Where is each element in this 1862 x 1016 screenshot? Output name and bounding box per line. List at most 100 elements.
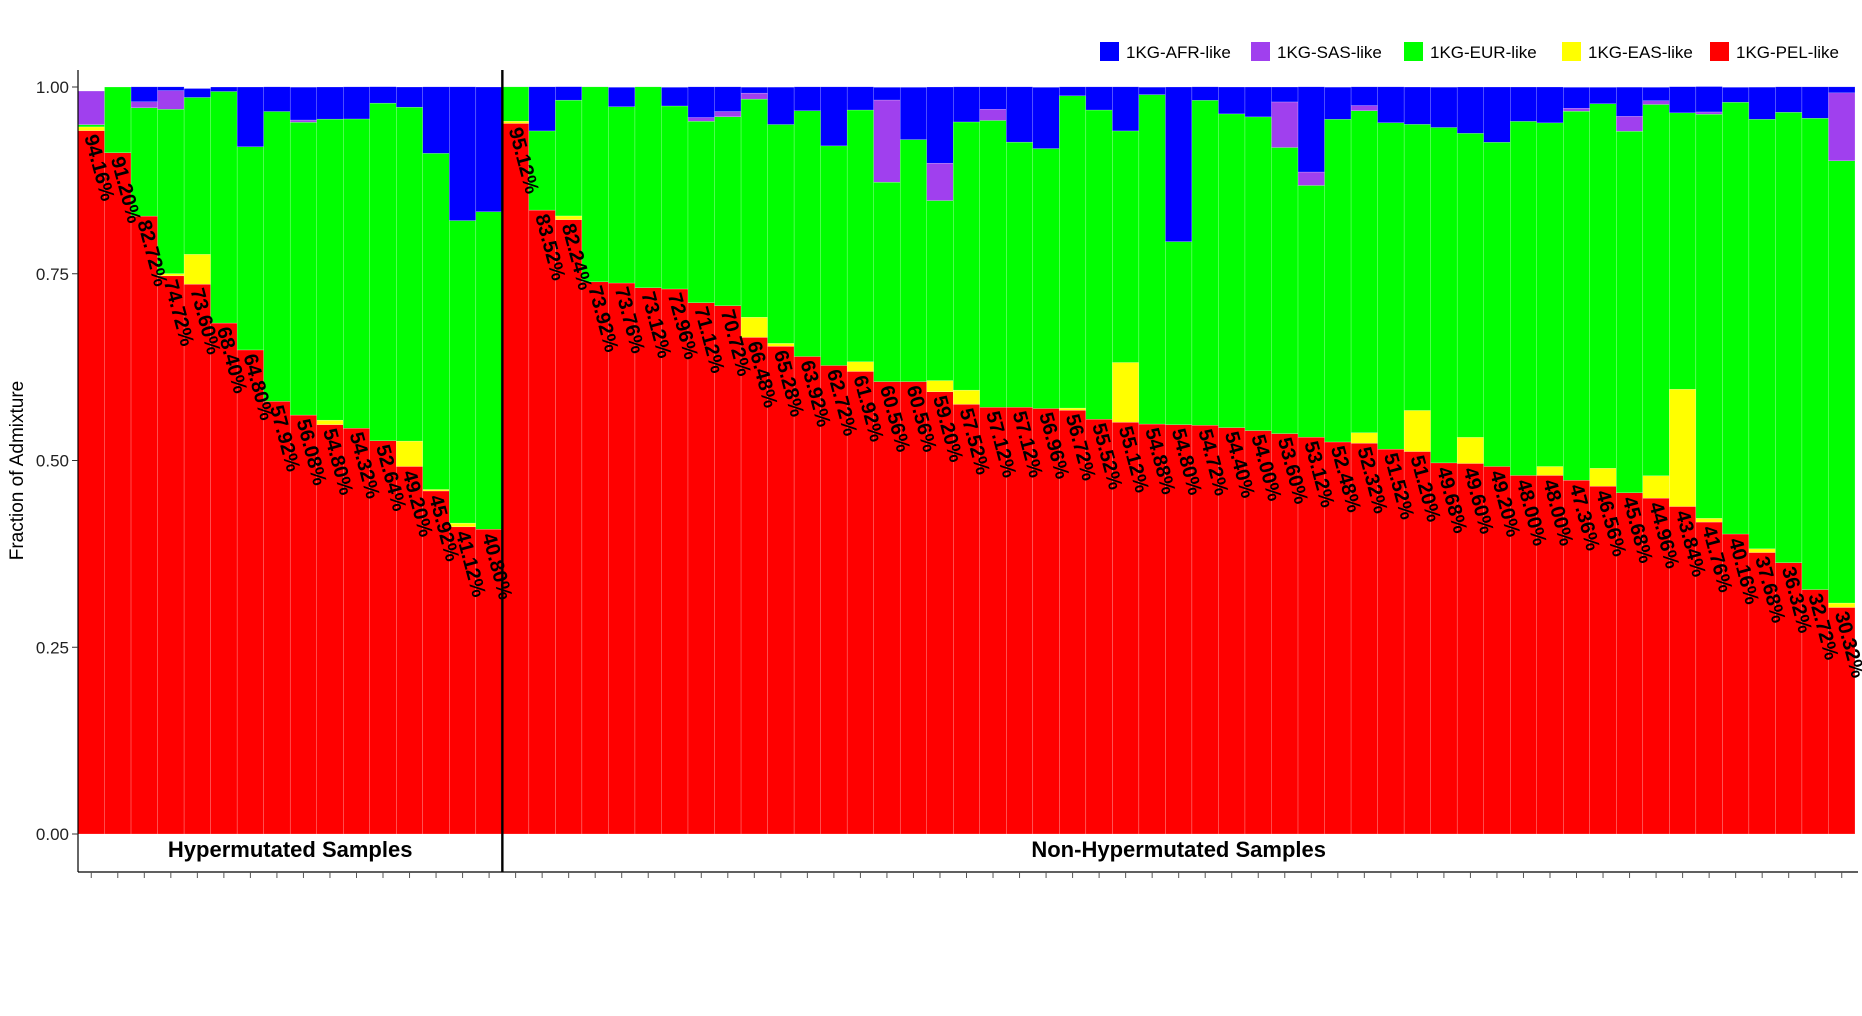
bar-segment-eur: [1006, 141, 1034, 408]
y-tick-label: 0.00: [36, 825, 69, 844]
bar-segment-afr: [1377, 86, 1405, 123]
bar-segment-afr: [289, 86, 317, 121]
bar-segment-afr: [1430, 86, 1458, 128]
bar-segment-pel: [1695, 521, 1723, 835]
bar-segment-sas: [1297, 171, 1325, 186]
bar-segment-pel: [1032, 408, 1060, 835]
bar-segment-pel: [608, 282, 636, 835]
bar-segment-pel: [1403, 451, 1431, 835]
bar-segment-sas: [740, 92, 768, 100]
bar-segment-eur: [1271, 147, 1299, 434]
bar-segment-eur: [316, 118, 344, 421]
bar-segment-pel: [1616, 492, 1644, 835]
bar-segment-pel: [1536, 475, 1564, 835]
bar-segment-eas: [1059, 407, 1087, 411]
bar-segment-afr: [1165, 86, 1193, 242]
bar-segment-eur: [343, 118, 370, 429]
bar-segment-pel: [1085, 419, 1113, 835]
bar-segment-pel: [289, 414, 317, 835]
bar-segment-afr: [555, 86, 583, 101]
bar-segment-afr: [926, 86, 954, 164]
group-label: Hypermutated Samples: [168, 837, 413, 862]
bar-segment-eas: [555, 215, 583, 220]
bar-segment-eas: [1669, 389, 1697, 507]
bar-segment-afr: [687, 86, 715, 118]
bar-segment-eas: [1748, 548, 1776, 553]
bar-segment-afr: [873, 87, 901, 101]
bar-segment-eur: [1350, 110, 1378, 433]
bar-segment-eur: [687, 121, 715, 303]
bar-segment-afr: [1775, 86, 1803, 113]
bar-segment-afr: [1138, 86, 1166, 95]
bar-segment-sas: [714, 111, 742, 117]
bar-segment-eur: [953, 121, 980, 391]
bar-segment-pel: [740, 337, 768, 835]
bar-segment-eur: [873, 181, 901, 382]
bar-segment-pel: [502, 123, 530, 835]
bar-segment-pel: [846, 371, 874, 835]
bar-segment-pel: [157, 275, 185, 835]
bar-segment-eas: [1828, 602, 1856, 608]
bar-segment-afr: [979, 86, 1007, 110]
bar-segment-afr: [767, 86, 795, 125]
bar-segment-eur: [475, 211, 503, 530]
bar-segment-afr: [1801, 86, 1829, 119]
bar-segment-sas: [979, 109, 1007, 121]
bar-segment-pel: [236, 349, 264, 835]
bar-segment-afr: [820, 86, 848, 147]
bar-segment-eur: [1059, 95, 1087, 409]
bar-segment-eur: [1324, 119, 1352, 443]
bar-segment-sas: [130, 101, 158, 108]
bar-segment-eur: [528, 130, 556, 211]
bar-segment-afr: [1244, 86, 1272, 118]
bar-segment-pel: [369, 440, 397, 835]
y-tick-label: 0.75: [36, 265, 69, 284]
bars-layer: [77, 86, 1856, 835]
bar-segment-afr: [157, 86, 185, 91]
bar-segment-pel: [873, 381, 901, 835]
bar-segment-eur: [1775, 112, 1803, 563]
bar-segment-eas: [422, 489, 450, 492]
bar-segment-pel: [979, 407, 1007, 835]
bar-segment-afr: [1722, 87, 1750, 103]
bar-segment-eur: [1032, 148, 1060, 409]
bar-segment-eur: [1165, 241, 1193, 425]
bar-segment-afr: [714, 86, 742, 112]
bar-segment-eur: [767, 124, 795, 344]
bar-segment-eur: [1828, 160, 1856, 604]
bar-segment-eas: [1112, 362, 1140, 423]
bar-segment-eur: [1695, 113, 1723, 519]
bar-segment-pel: [1775, 562, 1803, 835]
bar-segment-eur: [1456, 133, 1484, 438]
bar-segment-eur: [899, 139, 927, 382]
bar-segment-afr: [1695, 86, 1723, 113]
bar-segment-eur: [926, 200, 954, 381]
bar-segment-afr: [183, 88, 211, 98]
bar-segment-eur: [1722, 102, 1750, 535]
bar-segment-afr: [1350, 86, 1378, 106]
bar-segment-sas: [77, 90, 105, 125]
bar-segment-eur: [1563, 110, 1590, 481]
bar-segment-eur: [236, 146, 264, 351]
bar-segment-afr: [130, 86, 158, 102]
axes-layer: 0.00 0.25 0.50 0.75 1.00 Fraction of Admixtur…: [7, 70, 1858, 878]
bar-segment-afr: [343, 86, 370, 120]
bar-segment-pel: [581, 281, 609, 835]
legend-item: 1KG-AFR-like: [1100, 42, 1231, 62]
bar-segment-afr: [1006, 86, 1034, 143]
bar-segment-eur: [661, 105, 689, 290]
bar-segment-eur: [157, 109, 185, 274]
bar-segment-eur: [289, 122, 317, 416]
bar-segment-pel: [396, 466, 423, 835]
legend-label: 1KG-AFR-like: [1126, 43, 1231, 62]
legend-swatch: [1251, 42, 1270, 61]
bar-segment-afr: [1483, 86, 1511, 143]
bar-segment-eas: [502, 121, 530, 124]
bar-segment-sas: [1271, 101, 1299, 148]
bar-segment-eas: [953, 389, 980, 405]
bar-segment-afr: [953, 86, 980, 123]
bar-segment-pel: [1669, 506, 1697, 835]
bar-segment-pel: [661, 288, 689, 835]
bar-segment-sas: [1828, 92, 1856, 162]
legend-label: 1KG-SAS-like: [1277, 43, 1382, 62]
